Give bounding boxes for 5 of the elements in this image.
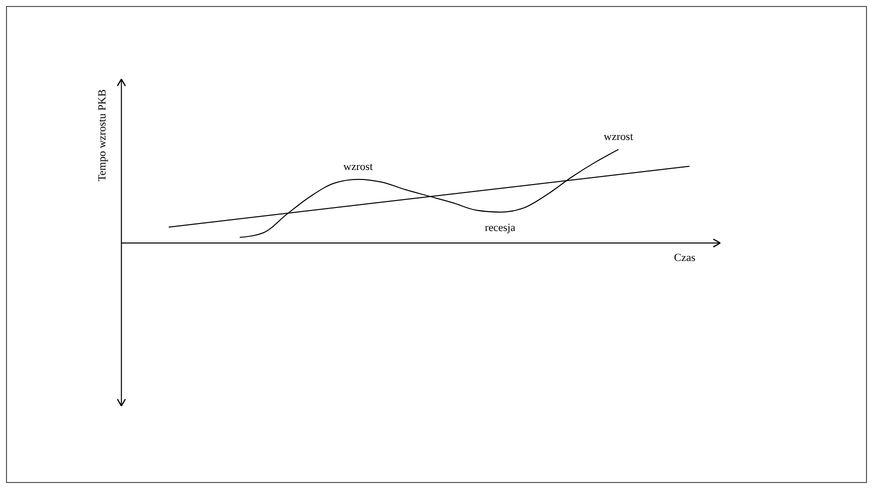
annotation: recesja [484, 222, 516, 234]
y-axis-title: Tempo wzrostu PKB [96, 89, 108, 182]
x-axis-title: Czas [674, 252, 696, 264]
annotation: wzrost [604, 131, 634, 144]
annotation: wzrost [343, 161, 373, 174]
